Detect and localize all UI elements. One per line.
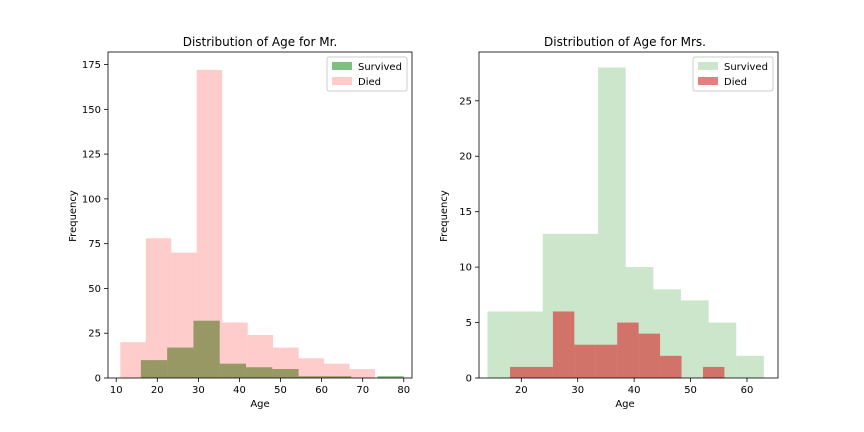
- histogram-bar: [324, 363, 350, 378]
- histogram-bar: [574, 344, 596, 378]
- histogram-bar: [324, 376, 352, 378]
- plot-frame: [107, 51, 413, 379]
- x-tick-label: 80: [397, 385, 410, 396]
- series-survived: [140, 320, 404, 378]
- histogram-bar: [680, 300, 709, 378]
- x-tick-label: 50: [274, 385, 287, 396]
- x-tick-label: 20: [151, 385, 164, 396]
- histogram-bar: [349, 369, 376, 378]
- histogram-bar: [171, 252, 197, 378]
- histogram-bar: [377, 376, 404, 378]
- plot-frame: [478, 51, 779, 379]
- x-tick-label: 40: [233, 385, 246, 396]
- legend-swatch: [332, 62, 352, 70]
- histogram-bar: [120, 342, 146, 378]
- y-tick-label: 100: [82, 194, 101, 205]
- x-tick-label: 50: [684, 385, 697, 396]
- x-tick-label: 20: [515, 385, 528, 396]
- histogram-bar: [273, 347, 299, 378]
- y-tick-label: 150: [82, 105, 101, 116]
- y-tick-label: 0: [95, 374, 101, 385]
- legend-swatch: [698, 62, 718, 70]
- y-tick-label: 75: [88, 239, 101, 250]
- histogram-bar: [145, 238, 172, 378]
- x-tick-label: 60: [315, 385, 328, 396]
- legend-label: Survived: [358, 62, 402, 73]
- histogram-bar: [531, 366, 553, 378]
- y-tick-label: 0: [466, 374, 472, 385]
- y-tick-label: 20: [459, 152, 472, 163]
- histogram-bar: [638, 333, 661, 378]
- histogram-bar: [702, 366, 725, 378]
- histogram-bar: [298, 376, 325, 378]
- y-tick-label: 50: [88, 284, 101, 295]
- legend-label: Died: [724, 77, 747, 88]
- histogram-bar: [219, 363, 247, 378]
- x-tick-label: 10: [110, 385, 123, 396]
- x-tick-label: 70: [356, 385, 369, 396]
- y-tick-label: 25: [88, 329, 101, 340]
- histogram-bar: [552, 311, 575, 378]
- histogram-bar: [140, 360, 168, 378]
- y-tick-label: 15: [459, 207, 472, 218]
- histogram-bar: [510, 366, 532, 378]
- histogram-bar: [736, 355, 764, 378]
- y-axis-label: Frequency: [68, 190, 79, 242]
- x-tick-label: 60: [741, 385, 754, 396]
- y-tick-label: 5: [466, 318, 472, 329]
- histogram-bar: [660, 355, 682, 378]
- series-died: [120, 69, 376, 378]
- series-died: [510, 311, 725, 378]
- legend-swatch: [332, 77, 352, 85]
- histogram-bar: [222, 322, 248, 378]
- x-axis-label: Age: [615, 399, 634, 410]
- legend-label: Survived: [724, 62, 768, 73]
- legend: Survived Died: [692, 56, 774, 92]
- histogram-bar: [247, 335, 274, 378]
- y-tick-label: 25: [459, 96, 472, 107]
- y-tick-label: 125: [82, 150, 101, 161]
- x-tick-label: 30: [571, 385, 584, 396]
- histogram-bar: [246, 367, 273, 378]
- legend-label: Died: [358, 77, 381, 88]
- chart-mr: Distribution of Age for Mr. Age Frequenc…: [68, 35, 413, 410]
- histogram-bar: [196, 69, 223, 378]
- histogram-bar: [272, 369, 299, 378]
- y-tick-label: 175: [82, 60, 101, 71]
- histogram-bar: [595, 344, 618, 378]
- legend: Survived Died: [326, 56, 408, 92]
- y-axis-label: Frequency: [439, 190, 450, 242]
- chart-title: Distribution of Age for Mrs.: [544, 35, 706, 49]
- x-tick-label: 30: [192, 385, 205, 396]
- histogram-bar: [167, 347, 194, 378]
- x-axis-label: Age: [250, 399, 269, 410]
- histogram-bar: [617, 322, 639, 378]
- chart-mrs: Distribution of Age for Mrs. Age Frequen…: [439, 35, 779, 410]
- y-tick-label: 10: [459, 263, 472, 274]
- legend-swatch: [698, 77, 718, 85]
- x-tick-label: 40: [628, 385, 641, 396]
- histogram-bar: [298, 358, 325, 378]
- histogram-bar: [193, 320, 220, 378]
- chart-title: Distribution of Age for Mr.: [183, 35, 338, 49]
